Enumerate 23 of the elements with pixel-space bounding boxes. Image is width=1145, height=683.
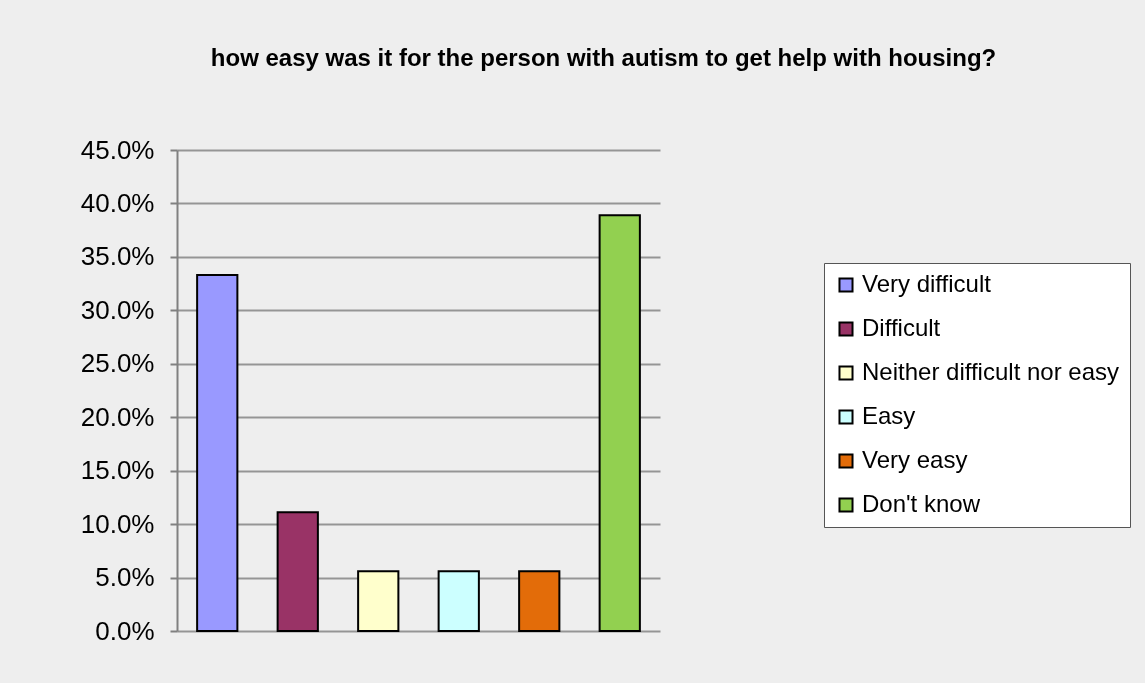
bar [276,511,319,632]
y-tick-label: 15.0% [80,455,155,486]
bar [598,214,641,632]
y-tick-label: 25.0% [80,348,155,379]
legend-label: Difficult [862,314,941,341]
bar [437,570,480,632]
y-tick-label: 45.0% [80,134,155,165]
legend-label: Don't know [862,490,981,517]
legend-label: Neither difficult nor easy [862,358,1120,385]
legend-label: Very difficult [862,270,992,297]
y-tick-label: 20.0% [80,401,155,432]
y-tick-label: 0.0% [95,615,155,646]
legend-label: Very easy [862,446,968,473]
bar [357,570,400,632]
bar [196,274,239,632]
bar [518,570,561,632]
y-tick-label: 5.0% [95,562,155,593]
y-tick-label: 10.0% [80,508,155,539]
legend-label: Easy [862,402,916,429]
y-tick-label: 35.0% [80,241,155,272]
y-tick-label: 40.0% [80,187,155,218]
y-tick-label: 30.0% [80,294,155,325]
chart-title: how easy was it for the person with autism to get help with housing? [210,44,997,71]
